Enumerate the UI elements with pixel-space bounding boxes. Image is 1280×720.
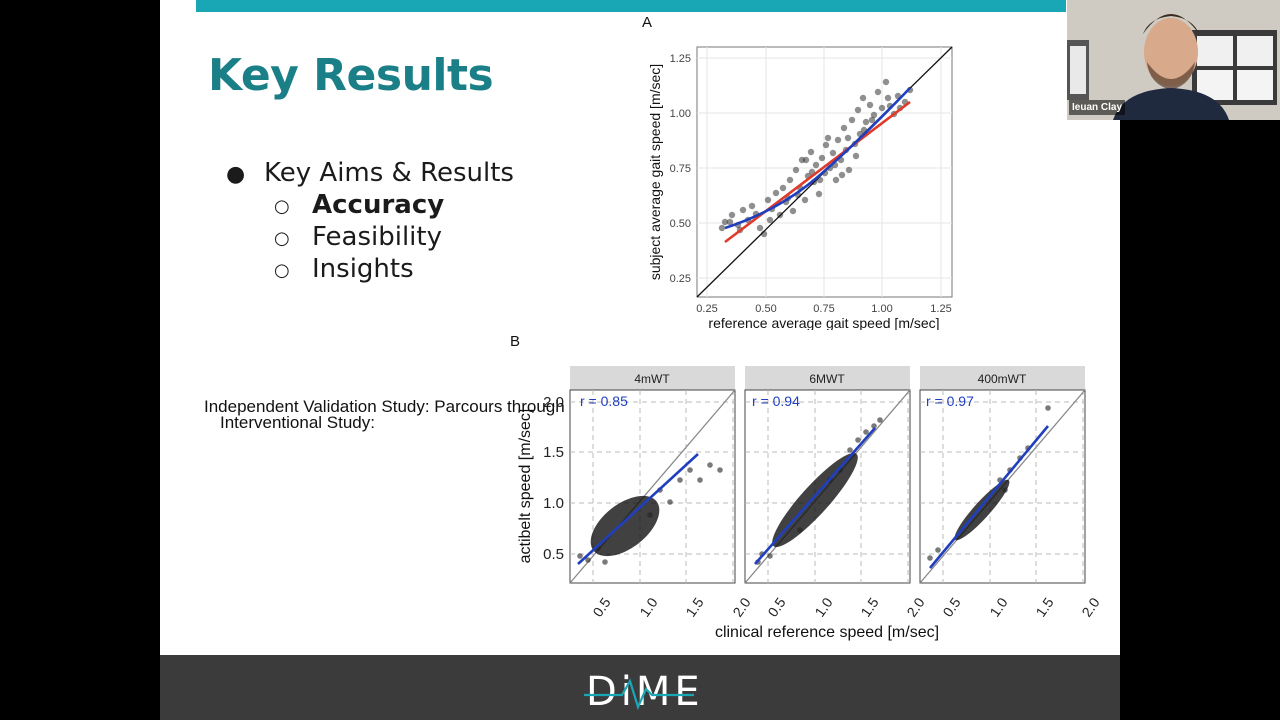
study-note-line2: Interventional Study: (220, 413, 375, 432)
panel-b-xlabel: clinical reference speed [m/sec] (715, 624, 939, 641)
facet-title: 4mWT (634, 372, 670, 386)
facet-fit-line (577, 453, 699, 565)
panel-a-xlabel: reference average gait speed [m/sec] (708, 315, 939, 330)
panel-a-plot: A (642, 14, 953, 330)
panel-b-xticks: 0.5 1.0 1.5 2.0 0.5 1.0 1.5 2.0 0.5 1.0 … (589, 594, 1100, 619)
slide-footer: DiME (160, 655, 1120, 720)
panel-a-xtick: 0.25 (696, 303, 717, 315)
panel-a-ytick: 0.75 (670, 163, 691, 175)
facet-header (745, 366, 910, 390)
panel-a-ytick: 0.25 (670, 273, 691, 285)
panel-b-xtick: 0.5 (939, 594, 963, 619)
panel-b-xtick: 1.0 (986, 594, 1010, 619)
panel-b-label: B (510, 333, 520, 350)
panel-b-xtick: 0.5 (764, 594, 788, 619)
bullet-main: Key Aims & Results (264, 158, 514, 188)
panel-a-ytick: 0.50 (670, 218, 691, 230)
panel-b-ytick: 1.5 (543, 444, 564, 461)
panel-b-xtick: 0.5 (589, 594, 613, 619)
facet-header (920, 366, 1085, 390)
panel-a-label: A (642, 14, 652, 31)
panel-a-ytick: 1.25 (670, 53, 691, 65)
panel-a-xtick: 0.50 (755, 303, 776, 315)
panel-b-ytick: 1.0 (543, 495, 564, 512)
sub-bullet-circle: ○ (274, 228, 290, 249)
facet-r-value: r = 0.85 (580, 393, 628, 409)
sub-bullet-insights: Insights (312, 254, 414, 284)
sub-bullet-accuracy: Accuracy (312, 190, 445, 220)
slide-title: Key Results (208, 50, 494, 101)
study-note-line1: Independent Validation Study: Parcours t… (204, 397, 629, 416)
panel-b-xtick: 1.5 (682, 594, 706, 619)
panel-b-yticks: 2.0 1.5 1.0 0.5 (543, 394, 564, 563)
participant-video-tile[interactable]: Ieuan Clay (1067, 0, 1280, 120)
sub-bullet-circle: ○ (274, 260, 290, 281)
panel-b-xtick: 2.0 (1078, 594, 1100, 619)
facet-title: 6MWT (809, 372, 845, 386)
sub-bullet-feasibility: Feasibility (312, 222, 442, 252)
panel-b-xtick: 2.0 (903, 594, 927, 619)
panel-a-xtick: 0.75 (813, 303, 834, 315)
panel-b-xtick: 1.0 (636, 594, 660, 619)
facet-r-value: r = 0.97 (926, 393, 974, 409)
panel-a-fit-red (724, 100, 911, 244)
facet-point-cloud (954, 479, 1010, 541)
facet-header (570, 366, 735, 390)
panel-a-ytick: 1.00 (670, 108, 691, 120)
facet-title: 400mWT (978, 372, 1027, 386)
panel-b-plot: B 4mWT r = 0.85 6MWT (510, 333, 1100, 641)
participant-video-feed (1067, 0, 1280, 120)
panel-a-xticks: 0.25 0.50 0.75 1.00 1.25 (696, 303, 951, 315)
sub-bullet-circle: ○ (274, 196, 290, 217)
slide: Key Results ● Key Aims & Results ○ Accur… (160, 0, 1120, 720)
dime-logo-text: DiME (586, 669, 698, 713)
panel-a-xtick: 1.00 (871, 303, 892, 315)
panel-a-fit-blue (724, 87, 911, 230)
panel-b-xtick: 1.5 (1032, 594, 1056, 619)
participant-name-tag: Ieuan Clay (1069, 100, 1126, 115)
bullet-dot: ● (226, 162, 246, 187)
facet-point-cloud (590, 495, 660, 557)
dime-logo: DiME (584, 669, 698, 713)
panel-b-xtick: 1.5 (857, 594, 881, 619)
panel-a-ylabel: subject average gait speed [m/sec] (647, 64, 663, 280)
panel-b-ytick: 0.5 (543, 546, 564, 563)
facet-fit-line (929, 425, 1049, 569)
panel-b-ylabel: actibelt speed [m/sec] (517, 409, 534, 564)
panel-b-ytick: 2.0 (543, 394, 564, 411)
panel-a-yticks: 1.25 1.00 0.75 0.50 0.25 (670, 53, 691, 285)
facet-point-cloud (772, 452, 858, 548)
facet-r-value: r = 0.94 (752, 393, 800, 409)
facet-fit-line (754, 427, 876, 565)
panel-a-xtick: 1.25 (930, 303, 951, 315)
panel-b-xtick: 2.0 (729, 594, 753, 619)
slide-accent-bar (196, 0, 1066, 12)
panel-b-xtick: 1.0 (811, 594, 835, 619)
